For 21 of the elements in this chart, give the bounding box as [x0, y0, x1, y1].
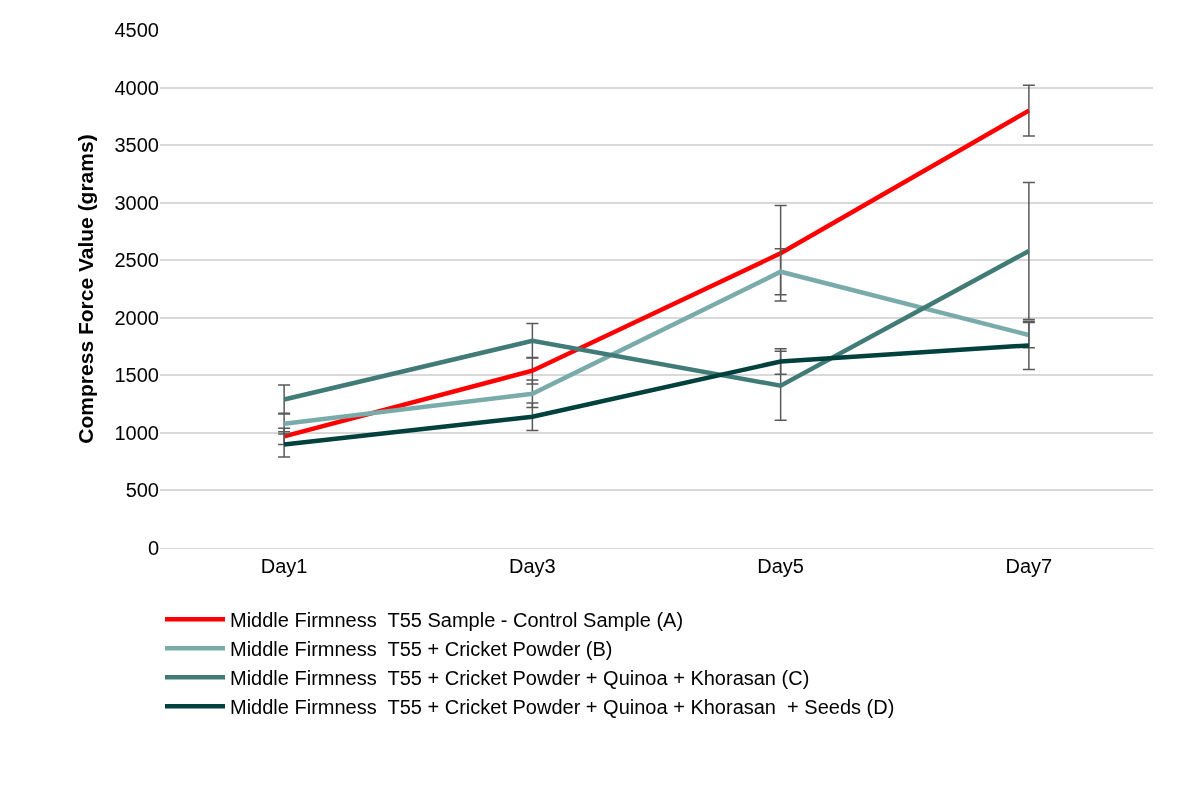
y-tick-label: 4500	[114, 19, 159, 41]
line-series	[281, 248, 1032, 402]
line-series	[281, 343, 1032, 447]
legend-label: Middle Firmness T55 Sample - Control Sample (A)	[230, 609, 684, 632]
y-tick-label: 2500	[114, 249, 159, 272]
x-tick-label: Day7	[1005, 555, 1053, 577]
legend-label: Middle Firmness T55 + Cricket Powder + Quinoa + Khorasan + Seeds (D)	[230, 696, 895, 719]
x-tick-label: Day3	[509, 555, 556, 577]
y-tick-label: 3500	[114, 134, 159, 157]
y-tick-label: 0	[147, 537, 159, 559]
y-tick-label: 1500	[114, 364, 159, 387]
y-tick-label: 500	[125, 479, 159, 502]
x-tick-label: Day5	[757, 555, 804, 577]
y-tick-label: 3000	[114, 191, 159, 214]
legend-label: Middle Firmness T55 + Cricket Powder (B)	[230, 638, 613, 661]
y-tick-label: 2000	[114, 306, 159, 329]
y-tick-label: 4000	[114, 76, 159, 99]
x-tick-label: Day1	[260, 555, 308, 577]
y-axis-title: Compress Force Value (grams)	[73, 134, 97, 444]
legend-label: Middle Firmness T55 + Cricket Powder + Quinoa + Khorasan (C)	[230, 667, 810, 690]
y-tick-label: 1000	[114, 421, 159, 444]
